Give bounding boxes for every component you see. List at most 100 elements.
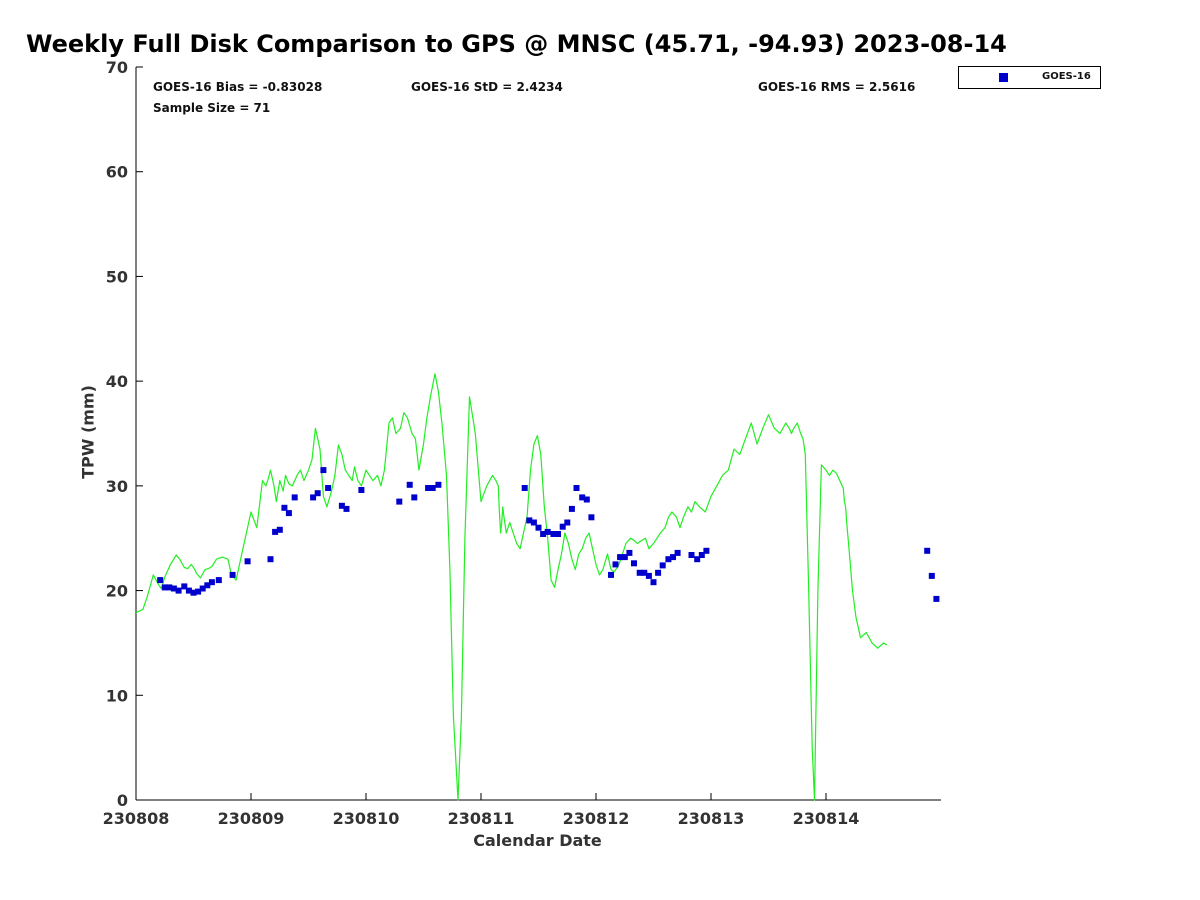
goes-point [698, 552, 705, 558]
goes-point [550, 531, 557, 537]
rms-stat: GOES-16 RMS = 2.5616 [758, 80, 916, 94]
goes-point [161, 584, 168, 591]
goes-point [530, 519, 537, 526]
y-tick-label: 70 [106, 58, 128, 77]
goes-point [195, 588, 202, 595]
tick-labels: 0 10 20 30 40 50 60 70 230808 230809 230810 230811 2… [103, 58, 860, 828]
goes-point [564, 519, 571, 526]
goes-point [285, 510, 292, 517]
goes-point [688, 552, 695, 558]
std-stat: GOES-16 StD = 2.4234 [411, 80, 563, 94]
x-tick-label: 230813 [678, 809, 745, 828]
goes-point [555, 531, 561, 537]
gps-line [135, 373, 888, 801]
goes-point [645, 572, 652, 579]
goes-point [175, 587, 182, 594]
goes-point [928, 572, 935, 579]
goes-point [281, 504, 288, 511]
goes-point [343, 505, 350, 512]
goes-point [267, 556, 274, 563]
goes-point [199, 585, 206, 592]
goes-point [612, 561, 619, 568]
y-tick-label: 60 [106, 163, 128, 182]
x-tick-label: 230810 [333, 809, 400, 828]
legend-marker [999, 73, 1008, 82]
goes-point [435, 481, 442, 488]
y-tick-label: 50 [106, 267, 128, 286]
goes-point [185, 587, 192, 594]
goes-point [641, 569, 648, 576]
gps-series [135, 373, 888, 801]
goes-series [157, 467, 940, 602]
goes-point [535, 524, 542, 531]
goes-point [573, 485, 580, 491]
goes-point [358, 487, 365, 493]
goes-point [229, 571, 236, 578]
sample-size-stat: Sample Size = 71 [153, 101, 271, 115]
x-axis-label: Calendar Date [473, 831, 602, 850]
goes-point [659, 562, 666, 569]
goes-point [703, 547, 710, 554]
y-tick-label: 40 [106, 372, 128, 391]
x-tick-label: 230811 [448, 809, 515, 828]
y-axis-label: TPW (mm) [78, 385, 98, 479]
goes-point [626, 549, 633, 556]
x-tick-label: 230812 [563, 809, 630, 828]
x-tick-label: 230814 [793, 809, 860, 828]
goes-point [314, 490, 321, 497]
goes-point [291, 494, 298, 501]
goes-point [244, 558, 251, 565]
goes-point [579, 494, 586, 501]
goes-point [325, 485, 332, 491]
goes-point [406, 481, 413, 488]
goes-point [157, 577, 164, 584]
goes-point [694, 556, 701, 563]
goes-point [181, 583, 188, 590]
y-tick-label: 30 [106, 477, 128, 496]
goes-point [540, 531, 547, 537]
goes-point [636, 569, 643, 576]
goes-point [670, 554, 676, 561]
goes-point [655, 569, 662, 576]
bias-stat: GOES-16 Bias = -0.83028 [153, 80, 323, 94]
goes-point [276, 526, 283, 533]
goes-point [621, 554, 628, 561]
x-tick-label: 230809 [218, 809, 285, 828]
goes-point [166, 584, 173, 591]
goes-point [208, 579, 215, 586]
goes-point [544, 528, 551, 535]
goes-point [608, 571, 614, 578]
goes-point [650, 579, 657, 586]
goes-point [588, 514, 595, 521]
goes-point [396, 498, 403, 505]
goes-point [338, 502, 345, 509]
chart-title: Weekly Full Disk Comparison to GPS @ MNS… [26, 30, 1007, 58]
goes-point [425, 485, 432, 491]
goes-point [272, 528, 279, 535]
legend-label: GOES-16 [1042, 71, 1091, 82]
goes-point [310, 494, 317, 501]
goes-point [320, 467, 327, 474]
y-tick-label: 10 [106, 686, 128, 705]
goes-point [429, 485, 436, 491]
goes-point [617, 554, 624, 561]
axes [135, 66, 941, 801]
goes-point [521, 485, 528, 491]
legend: GOES-16 [958, 66, 1101, 89]
goes-point [204, 582, 211, 589]
goes-point [411, 494, 418, 501]
x-tick-label: 230808 [103, 809, 170, 828]
y-tick-label: 0 [117, 791, 128, 810]
goes-point [568, 505, 575, 512]
goes-point [170, 585, 177, 592]
y-tick-label: 20 [106, 582, 128, 601]
goes-point [526, 517, 533, 524]
goes-point [215, 577, 222, 584]
goes-point [933, 595, 940, 602]
goes-point [924, 547, 931, 554]
goes-point [665, 556, 672, 563]
goes-point [583, 496, 590, 503]
goes-point [674, 549, 681, 556]
goes-point [190, 589, 197, 596]
